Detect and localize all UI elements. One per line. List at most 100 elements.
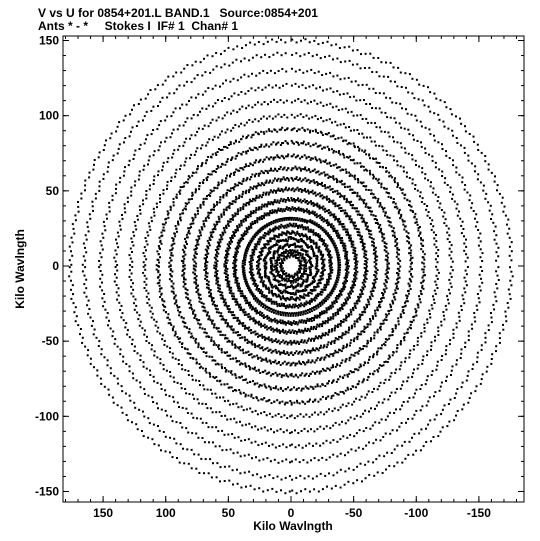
uv-point bbox=[337, 251, 340, 254]
uv-point bbox=[398, 270, 401, 272]
uv-point bbox=[282, 176, 285, 179]
uv-point bbox=[361, 245, 364, 248]
uv-point bbox=[254, 222, 256, 225]
uv-point bbox=[247, 340, 250, 343]
uv-point bbox=[401, 310, 404, 313]
uv-point bbox=[274, 359, 277, 362]
uv-point bbox=[385, 187, 388, 190]
uv-point bbox=[415, 218, 418, 221]
uv-point bbox=[302, 341, 305, 344]
uv-point bbox=[272, 294, 275, 297]
uv-point bbox=[253, 295, 256, 298]
uv-point bbox=[247, 247, 250, 250]
uv-point bbox=[242, 269, 245, 272]
uv-point bbox=[300, 275, 302, 278]
uv-point bbox=[311, 290, 314, 292]
uv-point bbox=[380, 297, 382, 300]
uv-point bbox=[248, 287, 251, 290]
uv-point bbox=[239, 337, 242, 340]
uv-point bbox=[328, 222, 331, 225]
uv-point bbox=[260, 170, 263, 173]
uv-point bbox=[361, 220, 364, 223]
uv-point bbox=[243, 308, 246, 311]
uv-point bbox=[281, 319, 284, 322]
uv-point bbox=[334, 203, 337, 205]
uv-point bbox=[296, 199, 299, 202]
uv-point bbox=[282, 252, 285, 254]
uv-point bbox=[186, 236, 188, 239]
uv-point bbox=[226, 250, 229, 253]
uv-point bbox=[264, 338, 266, 341]
uv-point bbox=[265, 386, 268, 389]
uv-point bbox=[252, 319, 255, 322]
uv-point bbox=[316, 261, 319, 264]
uv-point bbox=[278, 234, 281, 237]
uv-point bbox=[258, 216, 261, 219]
uv-point bbox=[227, 253, 230, 256]
uv-point bbox=[252, 235, 255, 238]
uv-point bbox=[337, 313, 340, 315]
uv-point bbox=[261, 236, 264, 239]
uv-point bbox=[381, 297, 384, 300]
uv-point bbox=[392, 201, 395, 203]
uv-point bbox=[186, 289, 189, 292]
uv-point bbox=[289, 305, 292, 308]
uv-point bbox=[268, 180, 271, 183]
uv-point bbox=[257, 161, 260, 164]
uv-point bbox=[363, 345, 366, 348]
uv-point bbox=[272, 230, 275, 233]
uv-point bbox=[195, 318, 198, 321]
uv-point bbox=[330, 256, 333, 259]
uv-point bbox=[262, 306, 265, 309]
uv-point bbox=[319, 358, 322, 360]
uv-point bbox=[179, 217, 181, 220]
uv-point bbox=[265, 357, 268, 360]
uv-point bbox=[256, 148, 259, 151]
uv-point bbox=[292, 285, 294, 288]
uv-point bbox=[244, 261, 246, 264]
uv-point bbox=[273, 200, 276, 203]
uv-point bbox=[422, 239, 424, 242]
uv-point bbox=[272, 300, 275, 303]
uv-point bbox=[276, 274, 279, 277]
uv-point bbox=[213, 170, 216, 172]
uv-point bbox=[339, 375, 341, 378]
uv-point bbox=[263, 204, 265, 207]
uv-point bbox=[376, 255, 379, 258]
uv-point bbox=[228, 286, 231, 289]
uv-point bbox=[316, 285, 319, 288]
uv-point bbox=[288, 251, 291, 254]
uv-point bbox=[254, 382, 256, 385]
uv-point bbox=[279, 289, 282, 292]
uv-point bbox=[377, 197, 380, 200]
uv-point bbox=[343, 195, 346, 197]
uv-point bbox=[266, 287, 269, 290]
uv-point bbox=[227, 370, 230, 373]
uv-point bbox=[253, 342, 256, 345]
uv-point bbox=[346, 228, 349, 231]
uv-point bbox=[242, 203, 245, 206]
uv-point bbox=[287, 314, 290, 317]
uv-point bbox=[305, 300, 308, 303]
uv-point bbox=[244, 256, 247, 259]
uv-point bbox=[381, 206, 383, 209]
uv-point bbox=[341, 225, 344, 228]
uv-point bbox=[270, 270, 273, 273]
uv-point bbox=[216, 165, 219, 168]
uv-point bbox=[287, 354, 290, 356]
uv-point bbox=[284, 321, 287, 324]
uv-point bbox=[266, 360, 269, 363]
uv-point bbox=[255, 187, 258, 190]
uv-point bbox=[279, 225, 282, 228]
uv-point bbox=[349, 370, 352, 373]
uv-point bbox=[183, 182, 186, 185]
uv-point bbox=[312, 242, 315, 245]
uv-point bbox=[287, 254, 290, 257]
uv-point bbox=[314, 232, 316, 235]
uv-point bbox=[289, 322, 292, 325]
uv-point bbox=[333, 242, 336, 245]
uv-point bbox=[203, 269, 206, 271]
uv-point bbox=[287, 322, 290, 324]
uv-point bbox=[305, 169, 308, 172]
uv-point bbox=[333, 329, 336, 332]
